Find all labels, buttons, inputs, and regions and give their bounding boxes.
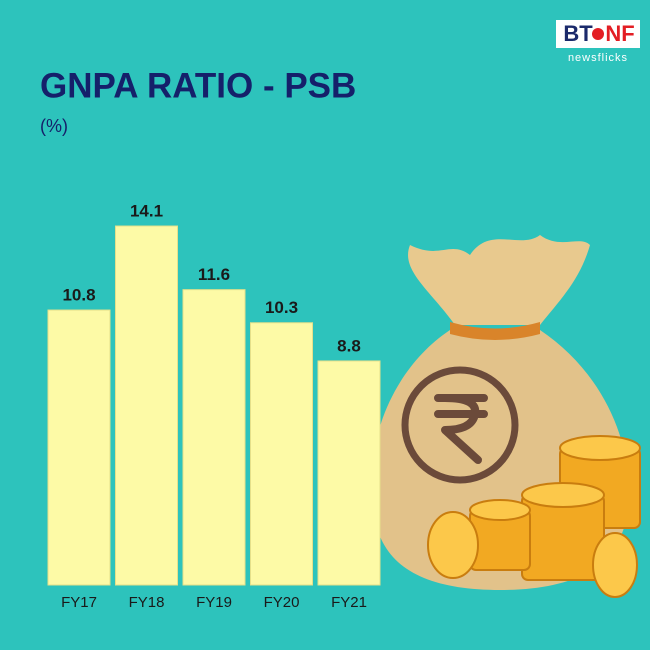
x-tick-label: FY21 bbox=[331, 594, 367, 611]
coins bbox=[427, 435, 641, 598]
value-label: 10.8 bbox=[62, 286, 95, 305]
value-label: 8.8 bbox=[337, 336, 361, 355]
bar bbox=[115, 225, 178, 586]
x-tick-label: FY18 bbox=[129, 594, 165, 611]
x-tick-label: FY20 bbox=[264, 594, 300, 611]
bar bbox=[250, 322, 313, 586]
logo-left: BT bbox=[563, 21, 593, 46]
bar bbox=[47, 309, 111, 586]
bar bbox=[182, 289, 246, 586]
x-tick-label: FY17 bbox=[61, 594, 97, 611]
bar bbox=[317, 360, 381, 586]
value-label: 10.3 bbox=[265, 298, 298, 317]
logo-dot bbox=[592, 28, 604, 40]
x-tick-label: FY19 bbox=[196, 594, 232, 611]
value-label: 11.6 bbox=[198, 265, 230, 284]
chart-subtitle: (%) bbox=[40, 116, 68, 136]
logo-tagline: newsflicks bbox=[568, 52, 628, 64]
logo-right: NF bbox=[605, 21, 634, 46]
chart-title: GNPA RATIO - PSB bbox=[40, 66, 356, 105]
value-label: 14.1 bbox=[130, 201, 163, 220]
